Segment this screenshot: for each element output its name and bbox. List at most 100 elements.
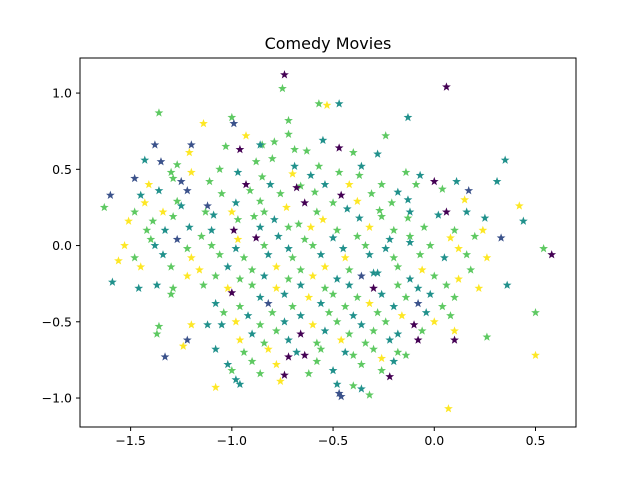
data-point: [284, 222, 293, 231]
data-point: [355, 213, 364, 222]
data-point: [178, 341, 188, 350]
data-point: [235, 335, 245, 344]
data-point: [442, 280, 451, 289]
data-point: [531, 308, 540, 317]
data-point: [454, 274, 463, 283]
data-point: [259, 338, 269, 347]
data-point: [440, 253, 449, 262]
data-point: [276, 376, 285, 385]
data-point: [211, 382, 221, 392]
data-point: [344, 280, 354, 289]
data-point: [186, 167, 196, 177]
data-point: [332, 317, 342, 326]
data-point: [186, 140, 196, 149]
data-point: [389, 253, 399, 262]
data-point: [450, 326, 459, 335]
data-point: [381, 317, 391, 326]
data-point: [217, 189, 227, 198]
data-point: [514, 201, 524, 210]
data-point: [154, 321, 164, 331]
data-point: [284, 129, 293, 138]
data-point: [249, 211, 259, 221]
data-point: [203, 201, 212, 210]
points-layer: [99, 70, 557, 413]
data-point: [393, 280, 403, 289]
data-point: [130, 207, 140, 216]
data-point: [284, 352, 293, 361]
data-point: [352, 292, 362, 302]
data-point: [320, 179, 330, 189]
data-point: [166, 262, 176, 271]
data-point: [450, 335, 459, 344]
data-point: [480, 213, 490, 222]
data-point: [217, 320, 227, 329]
data-point: [272, 326, 281, 335]
data-point: [397, 311, 407, 320]
data-point: [272, 359, 281, 369]
data-point: [413, 335, 423, 344]
data-point: [474, 283, 484, 292]
data-point: [357, 320, 366, 329]
data-point: [415, 250, 425, 259]
data-point: [320, 262, 330, 271]
data-point: [328, 365, 338, 375]
data-point: [539, 244, 548, 253]
data-point: [211, 298, 221, 308]
data-point: [348, 147, 358, 157]
data-point: [168, 283, 178, 292]
data-point: [338, 244, 348, 253]
data-point: [377, 211, 387, 221]
data-point: [223, 262, 233, 271]
data-point: [357, 161, 366, 170]
data-point: [199, 280, 208, 289]
data-point: [292, 347, 301, 357]
data-point: [231, 198, 241, 207]
data-point: [154, 108, 164, 117]
data-point: [316, 298, 326, 308]
data-point: [401, 350, 411, 360]
data-point: [460, 195, 470, 204]
data-point: [290, 161, 299, 170]
data-point: [235, 144, 245, 154]
data-point: [357, 271, 366, 280]
data-point: [316, 250, 326, 259]
data-point: [223, 359, 233, 369]
data-point: [235, 379, 245, 389]
data-point: [207, 225, 216, 235]
data-point: [172, 234, 182, 244]
data-point: [452, 176, 461, 186]
data-point: [136, 262, 146, 271]
data-point: [263, 344, 273, 353]
data-point: [136, 190, 146, 199]
data-point: [146, 234, 156, 244]
x-tick-label: 0.0: [424, 433, 444, 448]
data-point: [387, 198, 397, 207]
y-tick-label: −0.5: [42, 314, 72, 329]
data-point: [296, 280, 306, 289]
data-point: [219, 308, 229, 317]
data-point: [156, 157, 166, 166]
data-point: [144, 179, 154, 189]
data-point: [267, 154, 277, 163]
data-point: [401, 292, 411, 302]
data-point: [239, 347, 249, 357]
data-point: [233, 215, 243, 224]
data-point: [182, 271, 192, 280]
data-point: [294, 219, 304, 228]
data-point: [438, 184, 447, 193]
data-point: [269, 215, 279, 224]
data-point: [306, 170, 316, 180]
data-point: [438, 301, 447, 311]
data-point: [413, 298, 423, 308]
data-point: [150, 240, 160, 250]
data-point: [296, 311, 306, 320]
data-point: [215, 164, 225, 174]
data-point: [130, 253, 140, 262]
data-point: [235, 301, 245, 311]
data-point: [227, 288, 237, 297]
y-tick-label: 0.5: [52, 162, 72, 177]
data-point: [401, 167, 411, 177]
data-point: [442, 207, 451, 216]
data-point: [304, 369, 314, 378]
data-point: [231, 244, 241, 253]
